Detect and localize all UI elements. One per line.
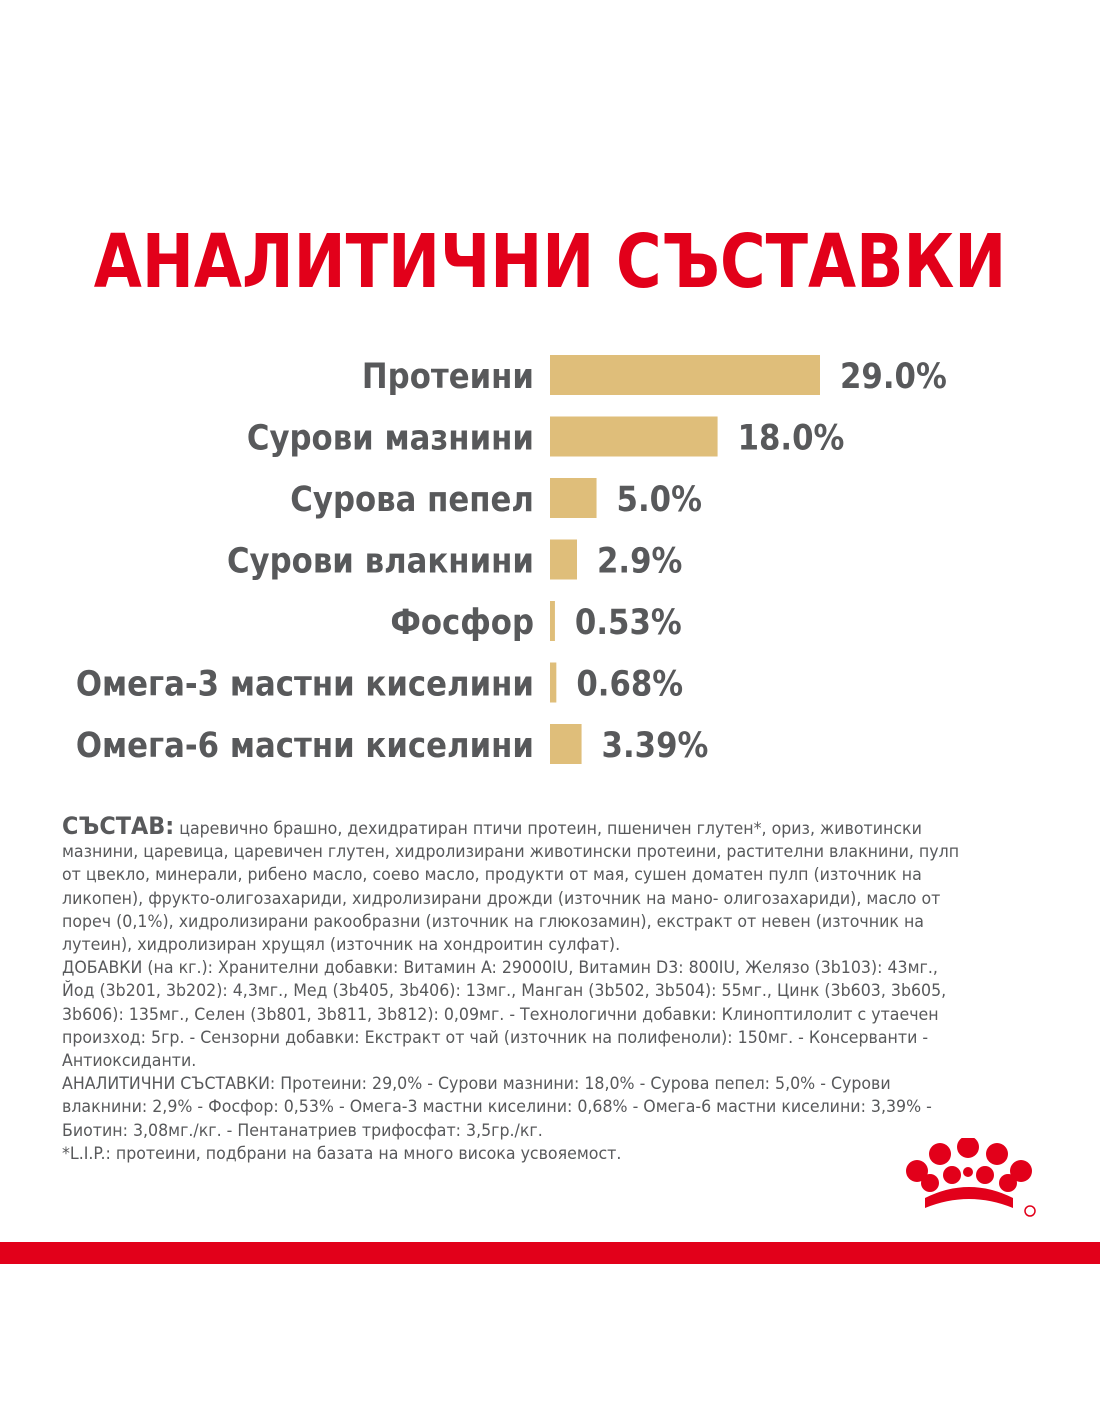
category-label: Протеини <box>362 355 534 396</box>
nutrient-bar-chart: Протеини 29.0% Сурови мазнини 18.0% Сурова п… <box>76 355 947 765</box>
bar <box>550 662 557 703</box>
bottom-brand-stripe <box>0 1242 1100 1264</box>
footnote-text: *L.I.P.: протеини, подбрани на базата на… <box>62 1143 622 1164</box>
value-label: 3.39% <box>602 724 709 765</box>
bar <box>550 724 582 764</box>
category-label: Сурови влакнини <box>227 540 534 581</box>
value-label: 18.0% <box>738 417 845 458</box>
ingredients-paragraph: СЪСТАВ: царевично брашно, дехидратиран п… <box>62 812 969 957</box>
composition-lead: СЪСТАВ: <box>62 812 175 840</box>
bar <box>550 539 577 580</box>
category-label: Фосфор <box>390 601 534 642</box>
bar <box>550 601 555 641</box>
royal-canin-crown-logo <box>906 1138 1036 1217</box>
category-label: Сурови мазнини <box>247 417 534 458</box>
bar <box>550 416 718 457</box>
registered-mark-icon <box>1024 1205 1036 1217</box>
chart-title: АНАЛИТИЧНИ СЪСТАВКИ <box>93 219 1007 305</box>
category-label: Омега-6 мастни киселини <box>76 724 534 765</box>
category-label: Сурова пепел <box>290 478 534 519</box>
composition-block: СЪСТАВ: царевично брашно, дехидратиран п… <box>62 812 969 1166</box>
crown-dots-icon <box>906 1138 1032 1192</box>
bar <box>550 478 597 518</box>
value-label: 5.0% <box>617 478 702 519</box>
value-label: 0.53% <box>575 601 682 642</box>
ingredients-text: царевично брашно, дехидратиран птичи про… <box>62 819 960 956</box>
additives-text: ДОБАВКИ (на кг.): Хранителни добавки: Ви… <box>62 958 947 1072</box>
analytical-text: АНАЛИТИЧНИ СЪСТАВКИ: Протеини: 29,0% - С… <box>62 1074 932 1141</box>
category-label: Омега-3 мастни киселини <box>76 663 534 704</box>
value-label: 2.9% <box>597 540 682 581</box>
bar <box>550 355 820 395</box>
value-label: 29.0% <box>840 355 947 396</box>
value-label: 0.68% <box>576 663 683 704</box>
crown-base-icon <box>925 1187 1013 1208</box>
